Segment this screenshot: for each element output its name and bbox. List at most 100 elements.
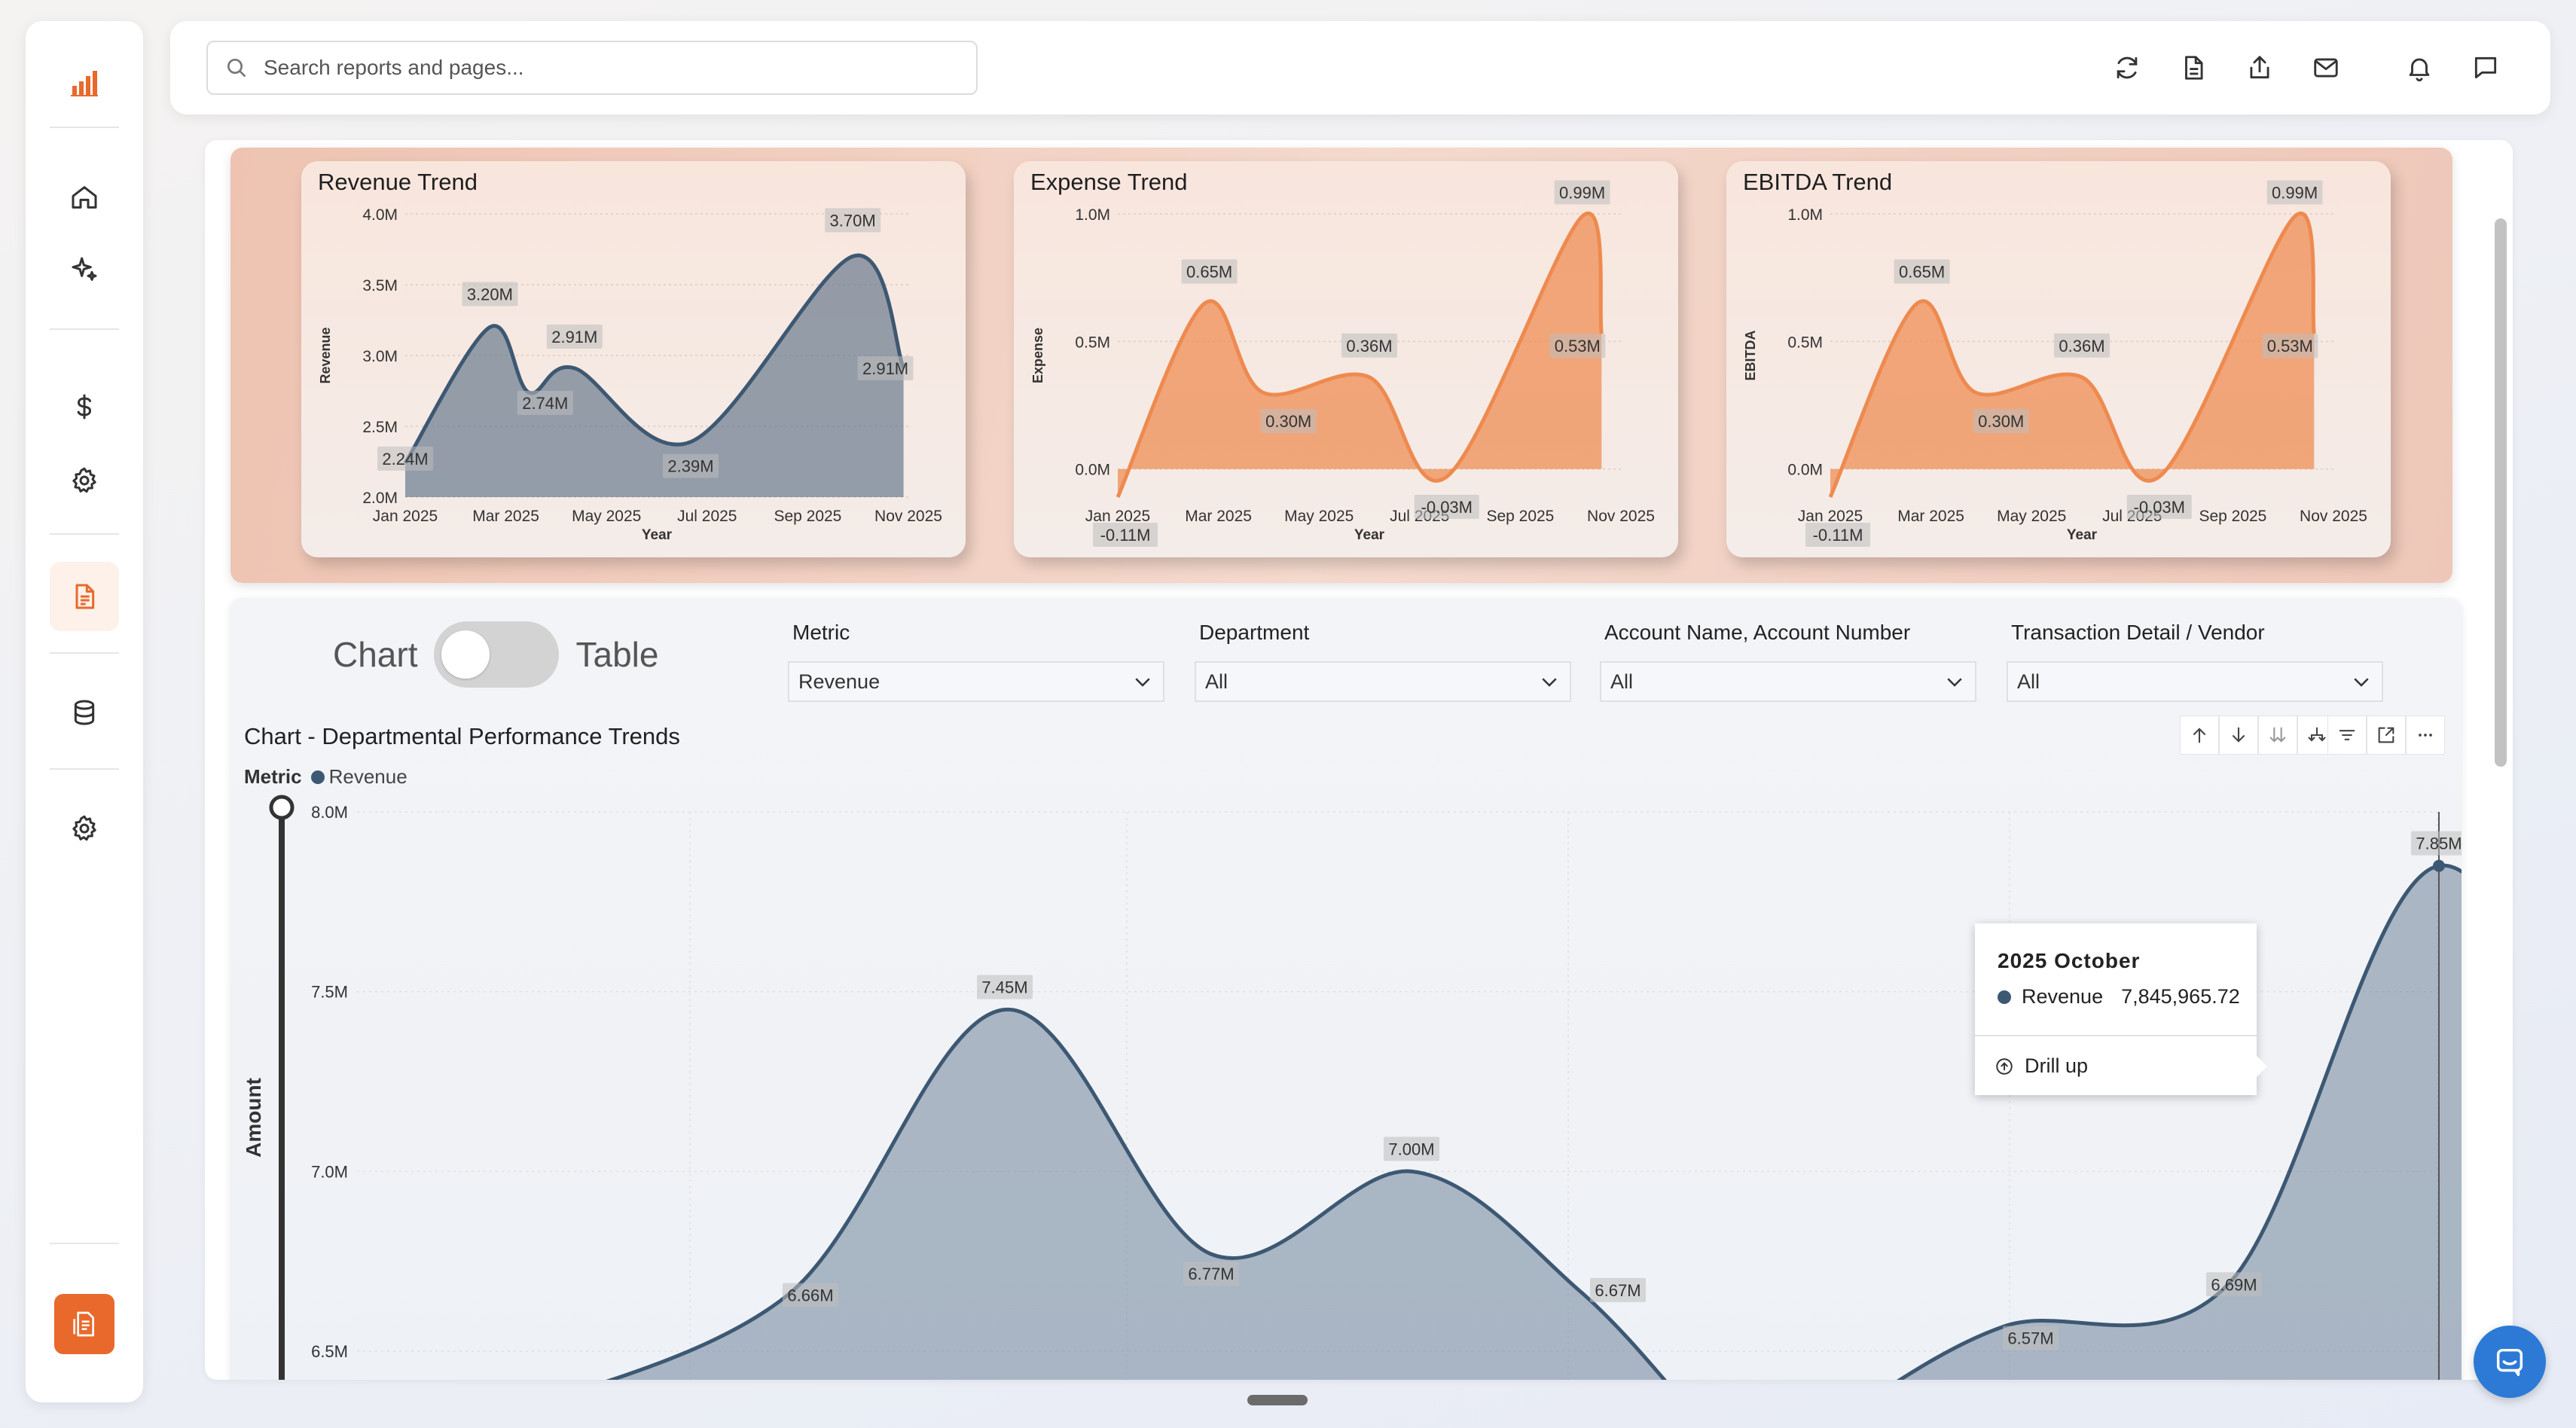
report-scrollbar-thumb[interactable]: [2495, 218, 2507, 767]
gear-icon[interactable]: [50, 794, 119, 863]
share-icon[interactable]: [2243, 51, 2276, 84]
x-tick-label: Mar 2025: [472, 508, 539, 525]
chart-title: Chart - Departmental Performance Trends: [244, 723, 680, 749]
search-box[interactable]: [206, 41, 978, 95]
tooltip-pointer: [2257, 1056, 2267, 1077]
metric-select[interactable]: Revenue: [788, 661, 1164, 702]
sidebar-divider: [50, 768, 119, 770]
filter-label: Department: [1199, 621, 1310, 644]
x-axis-label: Year: [1354, 527, 1385, 543]
circle-arrow-up-icon: [1996, 1057, 2013, 1075]
refresh-icon[interactable]: [2111, 51, 2144, 84]
toggle-knob: [441, 630, 490, 679]
department-select[interactable]: All: [1195, 661, 1571, 702]
data-label-box: [783, 1283, 838, 1307]
y-tick-label: 1.0M: [1075, 206, 1110, 224]
gear-icon[interactable]: [50, 446, 119, 515]
search-input[interactable]: [264, 56, 942, 80]
chevron-down-icon: [1135, 678, 1150, 687]
series-line: [1896, 864, 2462, 1380]
x-tick-label: Jan 2025: [373, 508, 438, 525]
y-tick-label: 1.0M: [1787, 206, 1823, 224]
sidebar-item-reports[interactable]: [50, 562, 119, 631]
data-label: 2.39M: [667, 457, 713, 476]
drill-up-label: Drill up: [2025, 1054, 2089, 1077]
series-line: [1116, 212, 1604, 499]
resize-grip[interactable]: [1247, 1395, 1308, 1405]
data-label: 0.30M: [1265, 412, 1311, 431]
document-icon: [75, 584, 95, 609]
ebitda-trend-card[interactable]: EBITDA Trend 0.0M 0.5M 1.0M Jan 2025 Mar 202…: [1726, 161, 2391, 557]
y-tick-label: 4.0M: [362, 206, 398, 224]
drill-up-action[interactable]: Drill up: [1995, 1054, 2088, 1078]
expense-trend-card[interactable]: Expense Trend 0.0M 0.5M 1.0M Jan 2025 Mar 20…: [1014, 161, 1678, 557]
filter-icon[interactable]: [2327, 716, 2367, 755]
data-label-box: [2206, 1272, 2262, 1297]
x-tick-label: Sep 2025: [2199, 508, 2266, 525]
y-axis-label: Amount: [242, 1078, 265, 1158]
data-label-box: [977, 975, 1033, 999]
account-select[interactable]: All: [1600, 661, 1976, 702]
series-line: [1828, 212, 2316, 499]
data-label-box: [462, 282, 518, 307]
legend-dot: [310, 770, 325, 784]
report-icon: [73, 1311, 94, 1337]
data-label-box: [517, 390, 573, 415]
x-tick-label: Nov 2025: [2300, 508, 2367, 525]
toggle-table-label: Table: [575, 635, 659, 674]
file-icon[interactable]: [2177, 51, 2210, 84]
data-label-box: [1183, 1262, 1239, 1286]
mail-icon[interactable]: [2309, 51, 2343, 84]
tooltip-row: Revenue 7,845,965.72: [1998, 985, 2240, 1008]
filter-label: Metric: [792, 621, 850, 644]
app-logo-icon[interactable]: [50, 48, 119, 117]
data-label: 2.91M: [862, 359, 908, 378]
series-area: [1900, 865, 2462, 1380]
comment-icon[interactable]: [2469, 51, 2502, 84]
visual-header-toolbar: [2327, 716, 2445, 755]
account-filter: Account Name, Account Number All: [1600, 621, 1976, 702]
highlight-point: [2433, 859, 2445, 872]
chart-table-toggle-row: Chart Table: [333, 621, 658, 688]
data-label-box: [1181, 259, 1238, 284]
dollar-icon[interactable]: [50, 372, 119, 441]
sidebar-divider: [50, 652, 119, 654]
y-tick-label: 2.5M: [362, 419, 398, 436]
y-tick-label: 3.5M: [362, 277, 398, 294]
vendor-select[interactable]: All: [2007, 661, 2383, 702]
x-tick-label: May 2025: [572, 508, 641, 525]
y-tick-label: 0.5M: [1075, 334, 1110, 351]
bell-icon[interactable]: [2403, 51, 2436, 84]
drill-up-arrow-icon[interactable]: [2180, 716, 2219, 755]
tooltip-value: 7,845,965.72: [2121, 985, 2240, 1008]
chart-table-toggle[interactable]: [434, 621, 560, 688]
revenue-trend-card[interactable]: Revenue Trend 2.0M 2.5M 3.0M 3.5M 4.0M Jan 20…: [301, 161, 966, 557]
data-label: 7.45M: [981, 978, 1027, 997]
data-label: 0.53M: [1555, 337, 1601, 355]
x-tick-label: Jul 2025: [677, 508, 737, 525]
database-icon[interactable]: [50, 678, 119, 747]
home-icon[interactable]: [50, 163, 119, 232]
data-label-box: [377, 446, 433, 471]
data-label-box: [1805, 523, 1870, 547]
filter-label: Transaction Detail / Vendor: [2011, 621, 2265, 644]
select-value: All: [1205, 670, 1228, 693]
drill-down-arrow-icon[interactable]: [2219, 716, 2258, 755]
report-builder-button[interactable]: [54, 1294, 114, 1354]
x-tick-label: Nov 2025: [1587, 508, 1655, 525]
sparkle-icon[interactable]: [50, 235, 119, 304]
legend-series[interactable]: Revenue: [328, 765, 407, 788]
series-line: [403, 253, 905, 465]
select-value: Revenue: [798, 670, 881, 693]
data-label-box: [857, 355, 914, 380]
data-point-tooltip: 2025 October Revenue 7,845,965.72 Drill …: [1975, 923, 2267, 1095]
next-level-icon[interactable]: [2258, 716, 2297, 755]
more-options-icon[interactable]: [2406, 716, 2445, 755]
chat-support-button[interactable]: [2474, 1326, 2546, 1398]
metric-filter: Metric Revenue: [788, 621, 1164, 702]
data-label: 6.66M: [787, 1286, 833, 1305]
focus-mode-icon[interactable]: [2367, 716, 2406, 755]
data-label: 3.70M: [830, 211, 876, 230]
data-label-box: [2266, 180, 2323, 205]
